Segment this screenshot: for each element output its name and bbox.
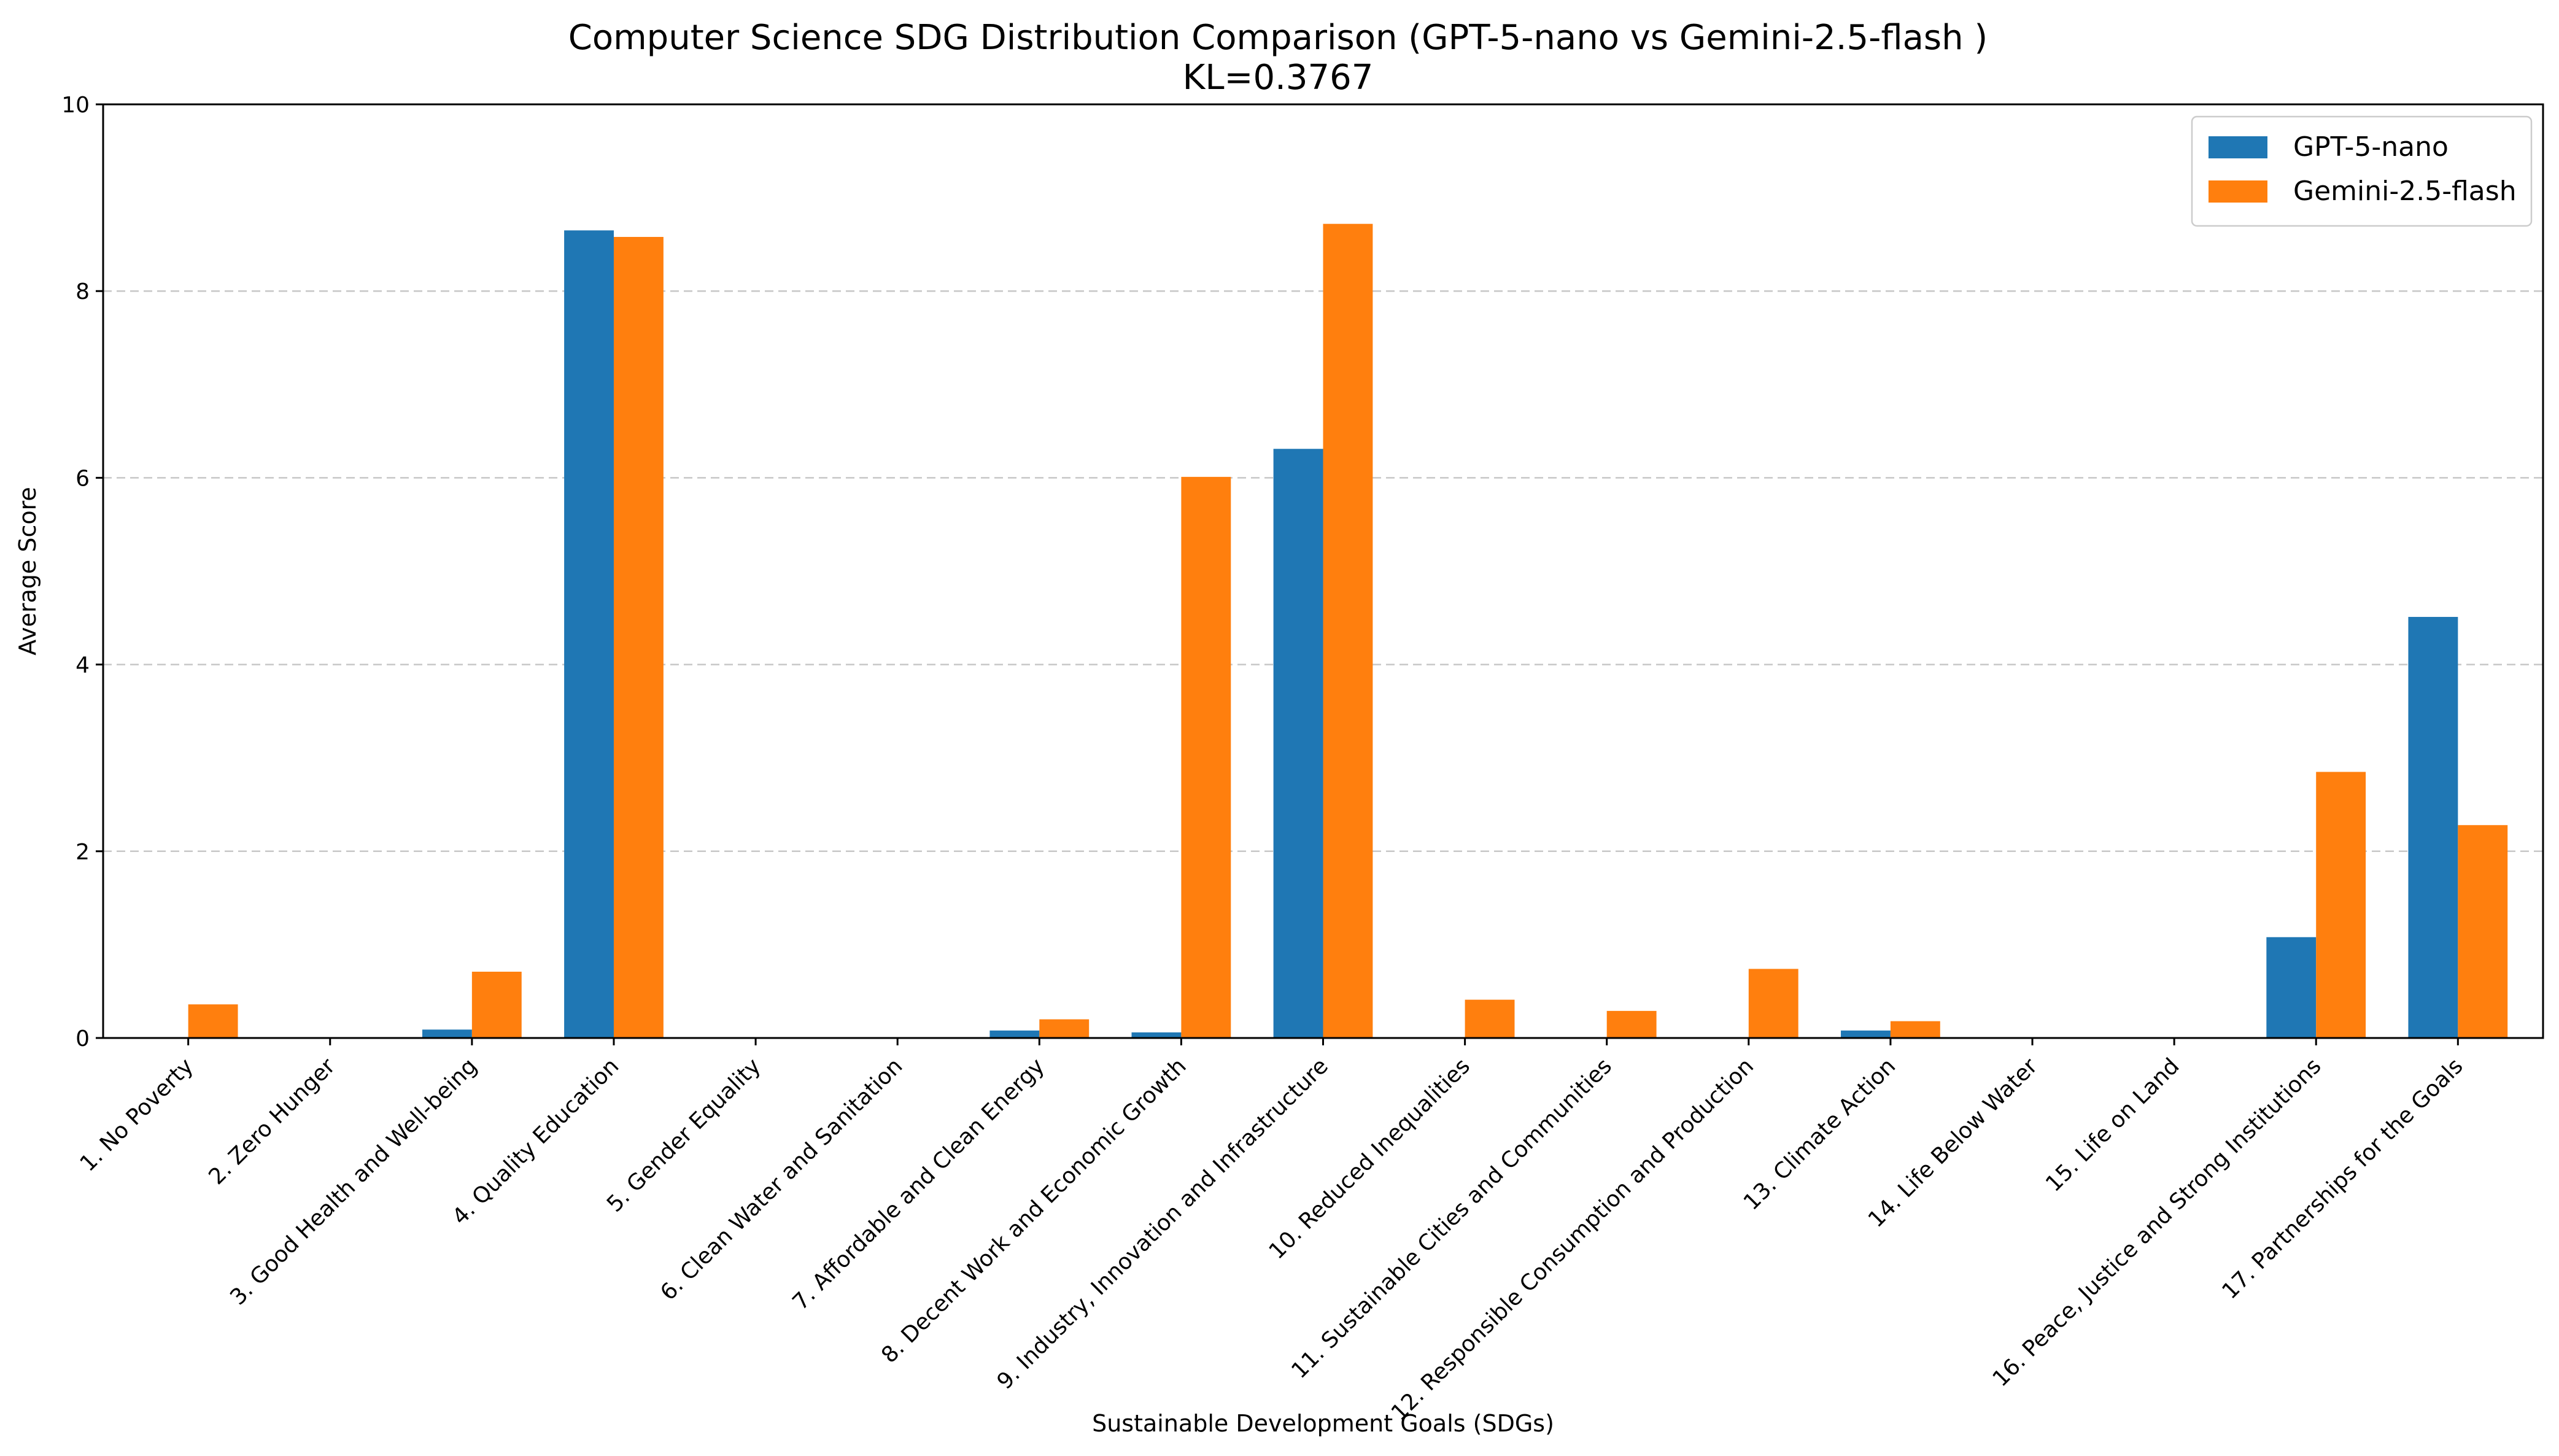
bar-gpt-5-nano-16 (2266, 937, 2317, 1038)
bar-gemini-2-5-flash-11 (1606, 1010, 1657, 1038)
y-tick-label: 8 (75, 279, 90, 304)
x-tick-label: 2. Zero Hunger (204, 1053, 340, 1190)
x-tick-label: 8. Decent Work and Economic Growth (877, 1053, 1191, 1368)
x-tick-label: 9. Industry, Innovation and Infrastructu… (993, 1053, 1333, 1394)
bar-gpt-5-nano-7 (989, 1030, 1040, 1038)
bar-gemini-2-5-flash-17 (2458, 825, 2508, 1038)
x-tick-label: 3. Good Health and Well-being (225, 1053, 482, 1310)
bar-gemini-2-5-flash-10 (1465, 999, 1515, 1038)
bar-gemini-2-5-flash-7 (1039, 1019, 1090, 1038)
bar-gpt-5-nano-9 (1273, 449, 1323, 1038)
x-tick-label: 17. Partnerships for the Goals (2217, 1053, 2468, 1304)
bar-gpt-5-nano-13 (1841, 1030, 1891, 1038)
bar-gemini-2-5-flash-4 (613, 236, 664, 1039)
x-axis-label: Sustainable Development Goals (SDGs) (1092, 1410, 1554, 1437)
y-tick-label: 6 (75, 466, 90, 491)
x-tick-label: 6. Clean Water and Sanitation (656, 1053, 907, 1305)
bar-gpt-5-nano-3 (422, 1029, 472, 1038)
y-tick-label: 0 (75, 1026, 90, 1051)
bar-gemini-2-5-flash-13 (1890, 1021, 1940, 1038)
legend: GPT-5-nano Gemini-2.5-flash (2191, 115, 2533, 227)
y-axis-label: Average Score (14, 487, 41, 656)
x-tick-label: 7. Affordable and Clean Energy (788, 1053, 1050, 1315)
y-tick-label: 2 (75, 840, 90, 865)
chart-title: Computer Science SDG Distribution Compar… (568, 18, 1988, 58)
x-tick-label: 16. Peace, Justice and Strong Institutio… (1988, 1053, 2326, 1392)
x-tick-label: 13. Climate Action (1739, 1053, 1900, 1215)
y-axis: 0 2 4 6 8 10 (61, 93, 103, 1051)
legend-swatch-gemini-2-5-flash (2209, 180, 2267, 203)
bar-gemini-2-5-flash-16 (2316, 772, 2366, 1038)
bar-gemini-2-5-flash-9 (1323, 223, 1373, 1038)
x-tick-label: 4. Quality Education (447, 1053, 624, 1229)
legend-label-gpt-5-nano: GPT-5-nano (2293, 131, 2449, 163)
x-tick-label: 1. No Poverty (75, 1053, 198, 1176)
bars (188, 223, 2508, 1039)
bar-gemini-2-5-flash-3 (471, 972, 522, 1038)
legend-box (2191, 115, 2533, 227)
bar-gemini-2-5-flash-12 (1748, 969, 1798, 1038)
bar-gpt-5-nano-4 (564, 230, 614, 1039)
legend-label-gemini-2-5-flash: Gemini-2.5-flash (2293, 176, 2517, 207)
bar-gemini-2-5-flash-8 (1181, 476, 1231, 1038)
bar-gpt-5-nano-8 (1131, 1032, 1182, 1038)
chart-subtitle: KL=0.3767 (1183, 58, 1374, 98)
x-tick-label: 11. Sustainable Cities and Communities (1287, 1053, 1617, 1384)
x-tick-label: 15. Life on Land (2041, 1053, 2184, 1196)
x-tick-label: 5. Gender Equality (602, 1053, 765, 1217)
bar-gemini-2-5-flash-1 (188, 1004, 238, 1038)
y-tick-label: 10 (61, 93, 90, 118)
y-tick-label: 4 (75, 653, 90, 678)
bar-gpt-5-nano-17 (2408, 617, 2458, 1038)
legend-swatch-gpt-5-nano (2209, 136, 2267, 158)
